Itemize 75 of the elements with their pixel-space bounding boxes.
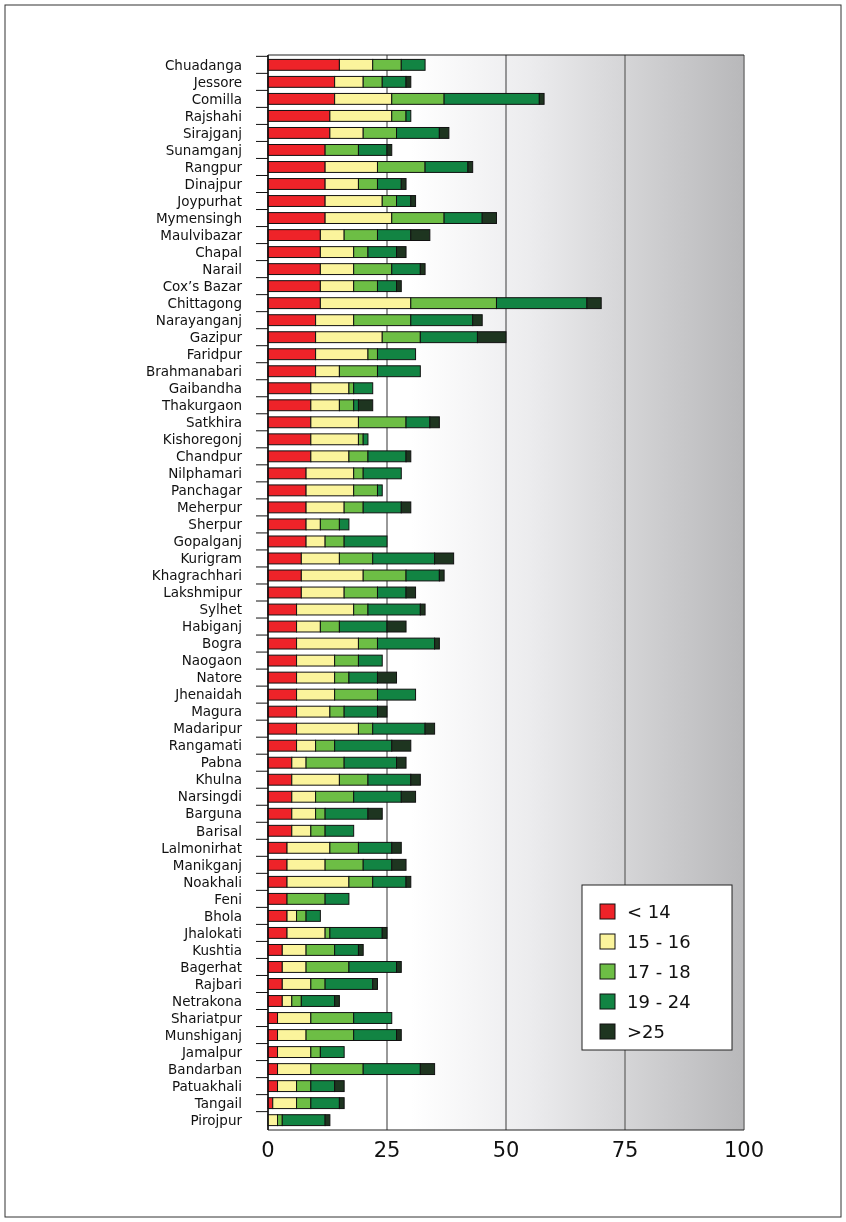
y-tick-label: Brahmanabari <box>145 362 242 379</box>
y-tick-label: Thakurgaon <box>160 396 242 413</box>
y-tick-label: Rangamati <box>168 737 242 754</box>
y-tick-label: Barisal <box>196 822 242 839</box>
legend-label: >25 <box>627 1021 665 1043</box>
y-tick-label: Naogaon <box>181 652 242 669</box>
y-tick-label: Sylhet <box>199 601 242 618</box>
y-tick-label: Chandpur <box>175 448 243 465</box>
y-tick-label: Khulna <box>195 771 242 788</box>
x-tick-label: 50 <box>492 1138 520 1162</box>
y-tick-label: Kurigram <box>180 550 242 567</box>
legend-label: < 14 <box>627 901 671 923</box>
x-tick-label: 25 <box>373 1138 401 1162</box>
legend-label: 19 - 24 <box>627 991 691 1013</box>
bar <box>357 399 374 412</box>
y-tick-label: Jamalpur <box>180 1043 243 1060</box>
y-tick-label: Habiganj <box>182 618 242 635</box>
y-tick-label: Sunamganj <box>165 141 242 158</box>
y-tick-label: Jessore <box>192 73 242 90</box>
y-tick-label: Jhalokati <box>183 924 242 941</box>
y-tick-label: Gopalganj <box>173 533 242 550</box>
y-tick-label: Chittagong <box>167 294 242 311</box>
y-tick-label: Sirajganj <box>182 124 242 141</box>
y-tick-label: Madaripur <box>173 720 243 737</box>
y-tick-label: Satkhira <box>185 414 242 431</box>
y-tick-label: Mymensingh <box>155 209 242 226</box>
y-tick-label: Faridpur <box>186 345 243 362</box>
y-tick-label: Jhenaidah <box>174 686 242 703</box>
y-tick-label: Chuadanga <box>164 56 242 73</box>
y-tick-label: Panchagar <box>170 482 243 499</box>
legend-label: 15 - 16 <box>627 931 691 953</box>
y-tick-label: Dinajpur <box>184 175 243 192</box>
y-tick-label: Khagrachhari <box>151 567 242 584</box>
y-tick-label: Maulvibazar <box>160 226 243 243</box>
y-tick-label: Narail <box>202 260 242 277</box>
y-tick-label: Bogra <box>202 635 242 652</box>
y-tick-label: Rangpur <box>184 158 243 175</box>
y-tick-label: Pirojpur <box>190 1111 243 1128</box>
y-tick-label: Pabna <box>200 754 242 771</box>
y-tick-label: Rajbari <box>194 975 242 992</box>
y-tick-label: Natore <box>196 669 242 686</box>
y-tick-label: Barguna <box>185 805 242 822</box>
x-tick-label: 100 <box>723 1138 765 1162</box>
y-tick-label: Meherpur <box>176 499 243 516</box>
y-tick-label: Gaibandha <box>168 379 242 396</box>
y-tick-label: Narsingdi <box>177 788 242 805</box>
y-tick-label: Munshiganj <box>164 1026 242 1043</box>
x-tick-label: 0 <box>261 1138 275 1162</box>
y-tick-label: Comilla <box>191 90 242 107</box>
y-tick-label: Narayanganj <box>155 311 242 328</box>
y-tick-label: Rajshahi <box>184 107 242 124</box>
y-tick-label: Shariatpur <box>171 1009 243 1026</box>
y-tick-label: Lakshmipur <box>163 584 243 601</box>
y-tick-label: Joypurhat <box>176 192 242 209</box>
y-tick-label: Patuakhali <box>171 1077 242 1094</box>
y-tick-label: Cox’s Bazar <box>162 277 243 294</box>
y-tick-label: Kishoregonj <box>162 431 242 448</box>
y-tick-label: Bandarban <box>168 1060 242 1077</box>
y-tick-label: Bagerhat <box>180 958 242 975</box>
y-tick-label: Bhola <box>203 907 242 924</box>
y-tick-label: Noakhali <box>183 873 242 890</box>
y-tick-label: Kushtia <box>192 941 242 958</box>
y-tick-label: Manikganj <box>172 856 242 873</box>
legend-label: 17 - 18 <box>627 961 691 983</box>
y-tick-label: Tangail <box>193 1094 242 1111</box>
y-tick-label: Chapal <box>195 243 242 260</box>
y-tick-label: Sherpur <box>188 516 243 533</box>
bar <box>362 433 369 446</box>
y-tick-label: Gazipur <box>189 328 243 345</box>
y-tick-label: Magura <box>191 703 242 720</box>
y-tick-label: Nilphamari <box>168 465 242 482</box>
y-tick-label: Lalmonirhat <box>161 839 242 856</box>
y-tick-label: Feni <box>214 890 242 907</box>
x-tick-label: 75 <box>611 1138 639 1162</box>
y-tick-label: Netrakona <box>172 992 242 1009</box>
